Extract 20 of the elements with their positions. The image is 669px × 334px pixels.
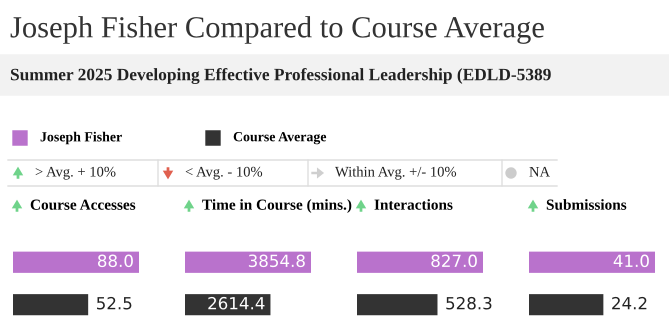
text: NA — [529, 166, 550, 177]
data-label: 827.0 — [431, 254, 477, 268]
text: Course Average — [234, 132, 326, 144]
data-label: 528.3 — [446, 296, 492, 310]
chart-title: Interactions — [374, 199, 453, 210]
data-label: 24.2 — [612, 296, 646, 310]
chart-title: Course Accesses — [30, 200, 136, 210]
data-label: 52.5 — [97, 296, 132, 310]
text: < Avg. - 10% — [186, 166, 262, 180]
text: Joseph Fisher — [40, 132, 122, 144]
data-label: 88.0 — [98, 254, 133, 268]
chart-title: Submissions — [546, 199, 626, 210]
data-label: 3854.8 — [248, 254, 305, 268]
data-label: 41.0 — [614, 254, 649, 268]
text: > Avg. + 10% — [36, 166, 116, 180]
text: Summer 2025 Developing Effective Professional Leadership (EDLD-5389 — [10, 68, 551, 84]
chart-title: Time in Course (mins.) — [202, 199, 352, 213]
text: Joseph Fisher Compared to Course Average — [10, 16, 544, 44]
text: Within Avg. +/- 10% — [335, 166, 456, 180]
data-label: 2614.4 — [208, 296, 264, 310]
